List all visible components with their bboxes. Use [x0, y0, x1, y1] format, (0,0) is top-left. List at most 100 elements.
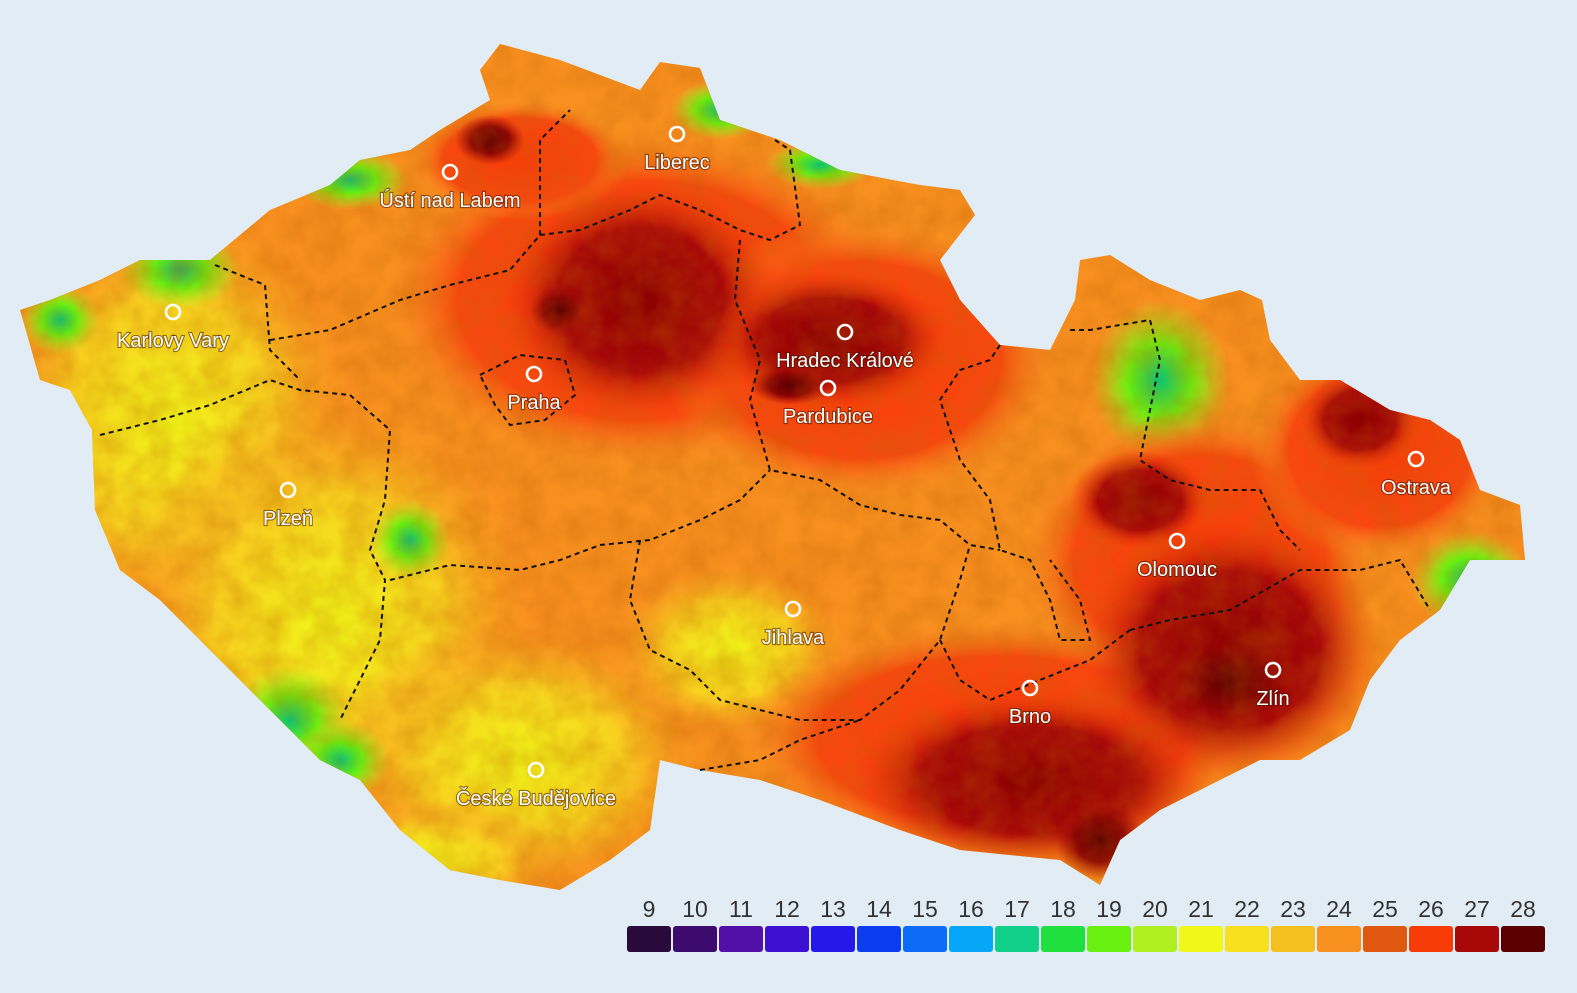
city-pardubice[interactable]: Pardubice [782, 379, 874, 429]
legend-item: 28 [1501, 896, 1545, 954]
city-marker [1168, 532, 1186, 550]
legend-swatch [1409, 926, 1453, 952]
city-zlin[interactable]: Zlín [1255, 661, 1291, 711]
city-marker [527, 761, 545, 779]
legend-label: 16 [958, 896, 984, 922]
city-marker [441, 163, 459, 181]
legend-swatch [765, 926, 809, 952]
city-liberec[interactable]: Liberec [643, 125, 711, 175]
city-jihlava[interactable]: Jihlava [761, 600, 826, 650]
temperature-legend: 9 10 11 12 13 14 15 16 17 18 19 20 21 22 23 24 25 26 27 28 [627, 896, 1551, 954]
legend-label: 11 [729, 896, 753, 922]
legend-swatch [1317, 926, 1361, 952]
legend-item: 23 [1271, 896, 1315, 954]
city-label: Liberec [644, 152, 710, 174]
legend-item: 16 [949, 896, 993, 954]
city-label: Pardubice [783, 406, 873, 428]
border-east-bohemia [733, 239, 1001, 551]
legend-item: 13 [811, 896, 855, 954]
city-label: Praha [507, 392, 561, 414]
legend-swatch [719, 926, 763, 952]
border-north [269, 109, 571, 341]
border-vysocina [389, 469, 771, 581]
legend-swatch [1087, 926, 1131, 952]
legend-label: 14 [866, 896, 892, 922]
city-marker [784, 600, 802, 618]
city-marker [525, 365, 543, 383]
border-zlin [1129, 558, 1431, 631]
legend-swatch [673, 926, 717, 952]
city-label: Plzeň [263, 508, 313, 530]
border-south-moravia [939, 629, 1131, 702]
legend-swatch [1455, 926, 1499, 952]
legend-item: 9 [627, 896, 671, 954]
legend-label: 19 [1096, 896, 1122, 922]
legend-swatch [857, 926, 901, 952]
legend-label: 25 [1372, 896, 1398, 922]
border-west [99, 378, 392, 721]
city-hradec-kralove[interactable]: Hradec Králové [775, 323, 915, 373]
cities: Liberec Ústí nad Labem Karlovy Vary Hrad… [116, 125, 1453, 811]
legend-item: 24 [1317, 896, 1361, 954]
city-praha[interactable]: Praha [506, 365, 563, 415]
city-marker [1021, 679, 1039, 697]
border-south [699, 719, 861, 771]
legend-swatch [995, 926, 1039, 952]
city-karlovy-vary[interactable]: Karlovy Vary [116, 303, 230, 353]
legend-item: 20 [1133, 896, 1177, 954]
legend-label: 20 [1142, 896, 1168, 922]
legend-swatch [1041, 926, 1085, 952]
region-borders [99, 109, 1431, 771]
legend-label: 26 [1418, 896, 1444, 922]
legend-label: 18 [1050, 896, 1076, 922]
legend-swatch [1501, 926, 1545, 952]
city-label: Karlovy Vary [117, 330, 229, 352]
legend-swatch [1363, 926, 1407, 952]
city-usti-nad-labem[interactable]: Ústí nad Labem [378, 163, 522, 213]
city-label: Ústí nad Labem [379, 189, 520, 212]
city-marker [164, 303, 182, 321]
legend-swatch [811, 926, 855, 952]
legend-swatch [1225, 926, 1269, 952]
city-label: Ostrava [1381, 477, 1452, 499]
legend-label: 28 [1510, 896, 1536, 922]
city-ceske-budejovice[interactable]: České Budějovice [455, 761, 617, 811]
city-ostrava[interactable]: Ostrava [1380, 450, 1453, 500]
legend-swatch [949, 926, 993, 952]
legend-item: 11 [719, 896, 763, 954]
city-plzen[interactable]: Plzeň [262, 481, 314, 531]
legend-item: 25 [1363, 896, 1407, 954]
city-marker [1407, 450, 1425, 468]
legend-swatch [903, 926, 947, 952]
border-praha [478, 353, 577, 427]
city-label: Hradec Králové [776, 350, 914, 372]
legend-swatch [1179, 926, 1223, 952]
city-marker [819, 379, 837, 397]
city-brno[interactable]: Brno [1008, 679, 1052, 729]
legend-item: 17 [995, 896, 1039, 954]
legend-label: 22 [1234, 896, 1260, 922]
city-label: Brno [1009, 706, 1051, 728]
legend-label: 17 [1004, 896, 1030, 922]
legend-item: 19 [1087, 896, 1131, 954]
legend-label: 21 [1188, 896, 1214, 922]
city-label: Jihlava [762, 627, 825, 649]
city-label: Zlín [1256, 688, 1289, 710]
legend-label: 15 [912, 896, 938, 922]
legend-item: 22 [1225, 896, 1269, 954]
city-olomouc[interactable]: Olomouc [1136, 532, 1218, 582]
legend-label: 13 [820, 896, 846, 922]
city-marker [668, 125, 686, 143]
city-label: České Budějovice [456, 787, 616, 810]
legend-label: 24 [1326, 896, 1352, 922]
legend-item: 14 [857, 896, 901, 954]
legend-item: 27 [1455, 896, 1499, 954]
legend-label: 27 [1464, 896, 1490, 922]
legend-swatch [627, 926, 671, 952]
city-label: Olomouc [1137, 559, 1217, 581]
legend-label: 12 [774, 896, 800, 922]
legend-item: 26 [1409, 896, 1453, 954]
